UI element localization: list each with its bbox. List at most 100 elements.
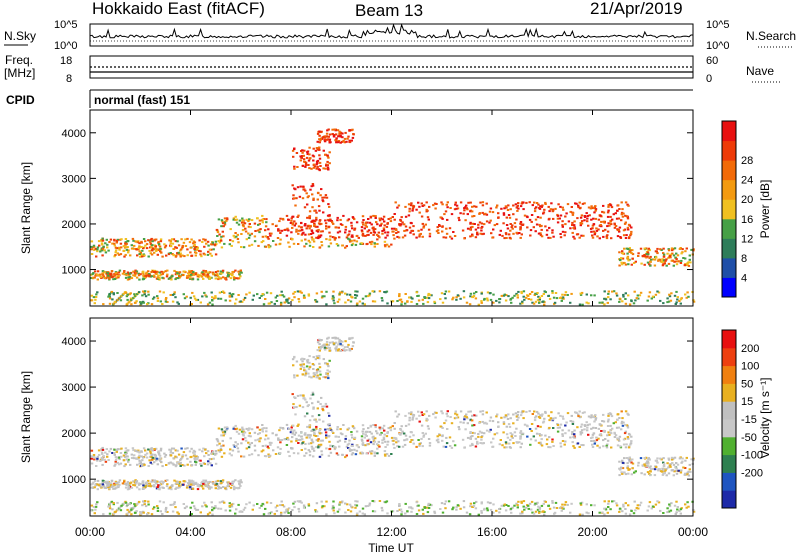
echo-cell	[469, 418, 472, 421]
echo-cell	[372, 226, 375, 229]
echo-cell	[454, 203, 457, 206]
echo-cell	[400, 432, 403, 435]
echo-cell	[571, 431, 574, 433]
echo-cell	[233, 278, 236, 281]
echo-cell	[292, 292, 295, 295]
echo-cell	[549, 446, 552, 449]
echo-cell	[236, 447, 240, 450]
echo-cell	[217, 507, 220, 510]
echo-cell	[147, 503, 150, 506]
echo-cell	[629, 234, 632, 237]
echo-cell	[412, 415, 415, 418]
echo-cell	[184, 245, 188, 247]
echo-cell	[440, 292, 444, 295]
echo-cell	[607, 500, 610, 503]
echo-cell	[384, 291, 387, 294]
echo-cell	[265, 218, 268, 221]
echo-cell	[303, 358, 306, 361]
range-tick-label: 1000	[62, 474, 86, 486]
echo-cell	[327, 428, 331, 431]
echo-cell	[404, 424, 408, 427]
echo-cell	[618, 439, 621, 442]
echo-cell	[294, 222, 298, 225]
echo-cell	[311, 183, 315, 185]
echo-cell	[687, 474, 691, 477]
echo-cell	[538, 301, 541, 304]
echo-cell	[122, 292, 125, 295]
echo-cell	[320, 453, 324, 456]
echo-cell	[321, 199, 324, 202]
echo-cell	[425, 208, 428, 211]
echo-cell	[383, 433, 386, 436]
echo-cell	[151, 456, 155, 459]
echo-cell	[372, 214, 375, 217]
echo-cell	[117, 456, 121, 459]
echo-cell	[623, 262, 626, 264]
echo-cell	[649, 470, 652, 473]
echo-cell	[162, 480, 165, 483]
echo-cell	[332, 509, 335, 512]
echo-cell	[207, 250, 210, 253]
echo-cell	[142, 482, 145, 485]
echo-cell	[172, 463, 175, 466]
echo-cell	[226, 481, 229, 484]
echo-cell	[104, 242, 107, 245]
echo-cell	[117, 486, 120, 489]
echo-cell	[228, 502, 231, 505]
echo-cell	[559, 423, 563, 426]
echo-cell	[258, 219, 262, 222]
echo-cell	[611, 500, 614, 503]
echo-cell	[133, 244, 136, 247]
echo-cell	[322, 420, 325, 423]
echo-cell	[173, 479, 176, 482]
echo-cell	[621, 417, 624, 420]
echo-cell	[201, 241, 204, 243]
echo-cell	[427, 297, 431, 300]
echo-cell	[219, 277, 222, 280]
echo-cell	[341, 244, 344, 247]
echo-cell	[392, 234, 395, 237]
echo-cell	[540, 295, 544, 297]
echo-cell	[258, 507, 261, 509]
echo-cell	[96, 457, 99, 460]
echo-cell	[493, 433, 496, 436]
echo-cell	[135, 271, 138, 274]
echo-cell	[211, 299, 214, 301]
echo-cell	[158, 454, 162, 457]
echo-cell	[314, 225, 317, 228]
cpid-panel: CPID normal (fast) 151	[6, 89, 693, 108]
colorbar-segment	[722, 419, 736, 438]
echo-cell	[485, 411, 488, 414]
echo-cell	[525, 201, 528, 204]
echo-cell	[124, 238, 128, 240]
echo-cell	[320, 241, 323, 243]
echo-cell	[215, 243, 218, 246]
echo-cell	[471, 506, 474, 508]
echo-cell	[127, 272, 131, 275]
echo-cell	[174, 273, 178, 276]
echo-cell	[427, 504, 430, 507]
echo-cell	[326, 372, 329, 375]
echo-cell	[527, 507, 530, 510]
echo-cell	[210, 243, 213, 246]
echo-cell	[147, 255, 150, 258]
echo-cell	[331, 221, 334, 224]
echo-cell	[195, 458, 198, 461]
echo-cell	[233, 236, 236, 239]
echo-cell	[295, 360, 299, 363]
echo-cell	[195, 509, 198, 511]
echo-cell	[318, 146, 321, 149]
echo-cell	[102, 303, 105, 306]
echo-cell	[449, 235, 452, 238]
echo-cell	[607, 418, 610, 421]
echo-cell	[469, 235, 472, 238]
echo-cell	[154, 456, 157, 459]
echo-cell	[177, 453, 181, 456]
echo-cell	[120, 447, 123, 450]
echo-cell	[296, 425, 299, 427]
echo-cell	[210, 248, 213, 251]
echo-cell	[303, 206, 307, 209]
echo-cell	[273, 512, 276, 515]
freq-left-tick-top: 18	[60, 55, 72, 67]
echo-cell	[583, 216, 587, 218]
